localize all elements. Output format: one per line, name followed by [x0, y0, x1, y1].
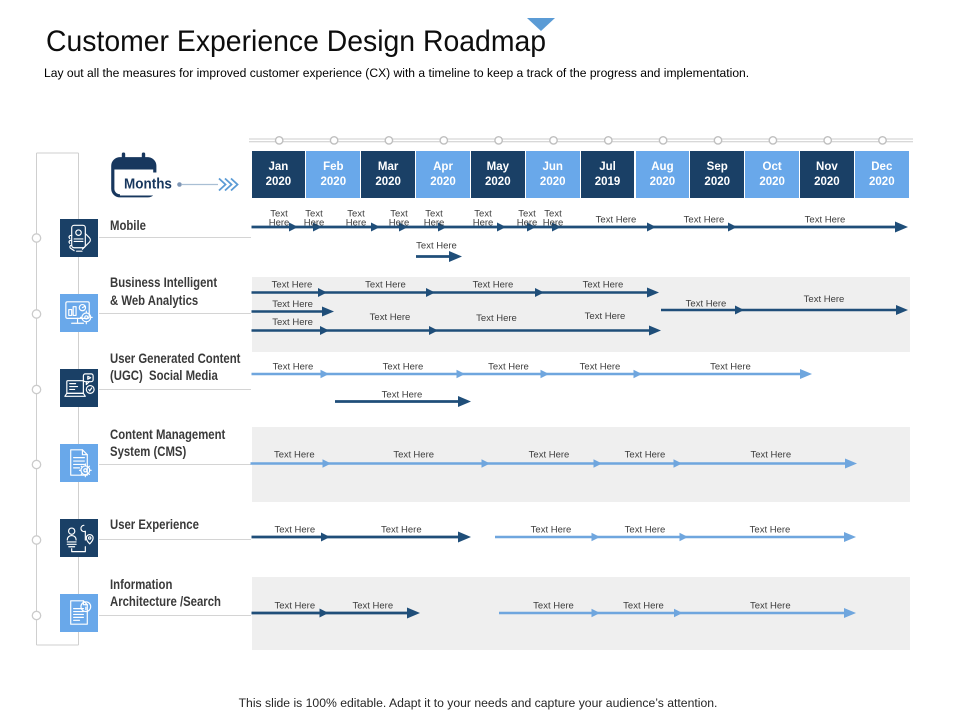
svg-text:Text Here: Text Here — [370, 312, 411, 323]
svg-text:Text Here: Text Here — [625, 450, 666, 461]
svg-text:Text: Text — [425, 209, 443, 220]
svg-text:Text Here: Text Here — [623, 601, 664, 612]
svg-text:Text Here: Text Here — [382, 390, 423, 401]
svg-text:Here: Here — [304, 218, 325, 229]
svg-text:Text: Text — [474, 209, 492, 220]
svg-text:Text Here: Text Here — [585, 311, 626, 322]
svg-text:Here: Here — [389, 218, 410, 229]
svg-text:Text Here: Text Here — [750, 601, 791, 612]
svg-text:Text Here: Text Here — [684, 215, 725, 226]
svg-text:Text Here: Text Here — [473, 280, 514, 291]
svg-text:Text Here: Text Here — [365, 280, 406, 291]
svg-text:Text Here: Text Here — [273, 362, 314, 373]
svg-text:Text Here: Text Here — [686, 299, 727, 310]
svg-text:Here: Here — [424, 218, 445, 229]
svg-text:Text Here: Text Here — [625, 525, 666, 536]
svg-text:Text Here: Text Here — [274, 601, 315, 612]
svg-text:Text Here: Text Here — [272, 299, 313, 310]
svg-text:Text Here: Text Here — [272, 317, 313, 328]
svg-text:Here: Here — [346, 218, 367, 229]
svg-text:Text Here: Text Here — [383, 362, 424, 373]
svg-text:Text: Text — [544, 209, 562, 220]
svg-text:Text Here: Text Here — [476, 313, 517, 324]
svg-text:Text Here: Text Here — [381, 525, 422, 536]
svg-text:Text Here: Text Here — [393, 450, 434, 461]
svg-text:Text Here: Text Here — [710, 362, 751, 373]
svg-text:Text Here: Text Here — [274, 450, 315, 461]
svg-text:Here: Here — [269, 218, 290, 229]
svg-text:Here: Here — [473, 218, 494, 229]
svg-text:Text Here: Text Here — [272, 280, 313, 291]
svg-text:Text Here: Text Here — [531, 525, 572, 536]
svg-text:Text Here: Text Here — [750, 450, 791, 461]
svg-text:Months: Months — [124, 175, 172, 192]
svg-text:Text: Text — [518, 209, 536, 220]
svg-text:Text: Text — [390, 209, 408, 220]
svg-text:Text Here: Text Here — [805, 215, 846, 226]
svg-text:Here: Here — [517, 218, 538, 229]
svg-text:Text Here: Text Here — [488, 362, 529, 373]
svg-text:Text Here: Text Here — [804, 294, 845, 305]
svg-text:Text Here: Text Here — [416, 241, 457, 252]
svg-text:Text Here: Text Here — [533, 601, 574, 612]
svg-text:Text Here: Text Here — [529, 450, 570, 461]
svg-text:Text Here: Text Here — [596, 215, 637, 226]
svg-text:Text Here: Text Here — [750, 525, 791, 536]
svg-text:Text Here: Text Here — [580, 362, 621, 373]
svg-text:Text: Text — [270, 209, 288, 220]
svg-text:Here: Here — [543, 218, 564, 229]
svg-text:Text Here: Text Here — [352, 601, 393, 612]
svg-text:Text Here: Text Here — [274, 525, 315, 536]
svg-text:Text Here: Text Here — [583, 280, 624, 291]
svg-text:Text: Text — [305, 209, 323, 220]
svg-text:Text: Text — [347, 209, 365, 220]
